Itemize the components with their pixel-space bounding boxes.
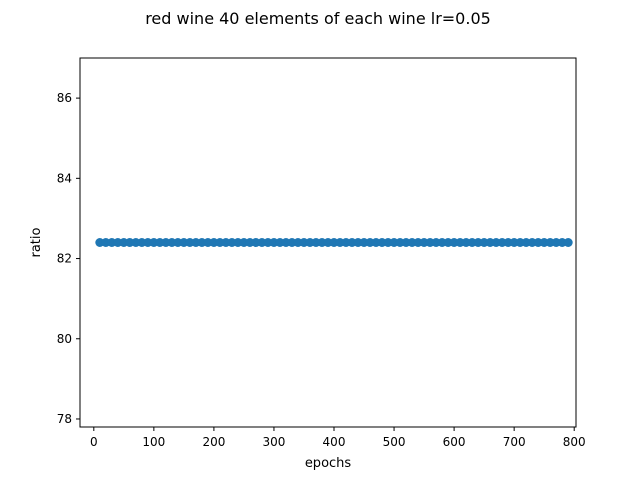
x-axis-label: epochs <box>305 456 352 471</box>
y-tick-label: 86 <box>57 91 72 105</box>
y-tick-label: 82 <box>57 252 72 266</box>
data-point <box>563 238 573 247</box>
y-tick-label: 80 <box>57 332 72 346</box>
points-layer <box>95 238 573 247</box>
ticks-layer: 0 100 200 300 400 500 600 700 800 78 80 82 84 86 <box>57 91 586 449</box>
y-tick-label: 78 <box>57 412 72 426</box>
x-tick-label: 600 <box>443 435 466 449</box>
plot-frame <box>79 57 577 428</box>
x-tick-label: 700 <box>503 435 526 449</box>
y-axis-label: ratio <box>29 227 44 257</box>
x-tick-label: 800 <box>563 435 586 449</box>
x-tick-label: 400 <box>323 435 346 449</box>
chart-title: red wine 40 elements of each wine lr=0.0… <box>145 9 491 28</box>
x-tick-label: 200 <box>202 435 225 449</box>
y-tick-label: 84 <box>57 171 72 185</box>
x-tick-label: 500 <box>383 435 406 449</box>
x-tick-label: 100 <box>142 435 165 449</box>
x-tick-label: 0 <box>90 435 98 449</box>
x-tick-label: 300 <box>263 435 286 449</box>
